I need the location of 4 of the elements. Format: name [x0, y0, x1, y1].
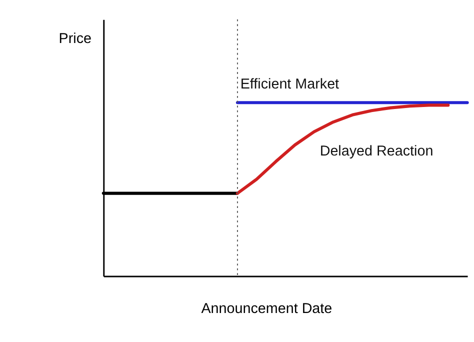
x-axis-title: Announcement Date — [201, 300, 332, 317]
y-axis-title: Price — [58, 30, 92, 47]
series-label: Efficient Market — [240, 76, 340, 92]
series-label: Delayed Reaction — [320, 144, 434, 160]
